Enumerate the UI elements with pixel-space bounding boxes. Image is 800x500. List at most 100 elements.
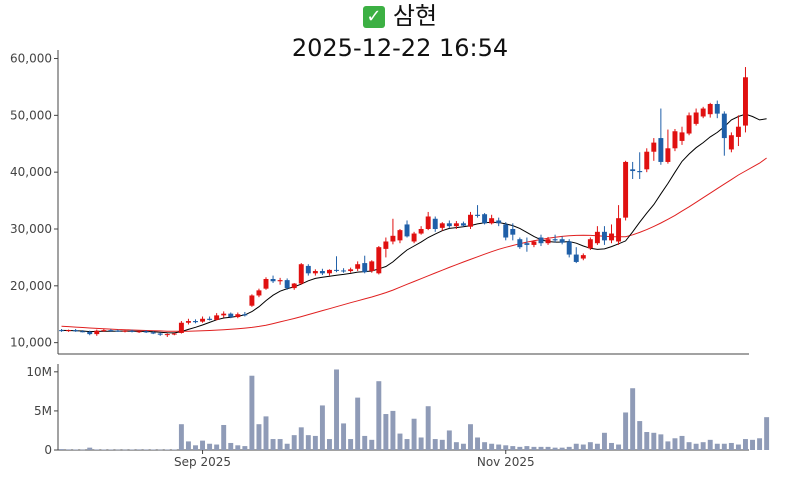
candle-body bbox=[686, 115, 692, 134]
volume-bar bbox=[341, 423, 347, 450]
chart-title: ✓ 삼현 2025-12-22 16:54 bbox=[0, 0, 800, 64]
volume-bar bbox=[714, 443, 720, 450]
x-axis: Sep 2025 Nov 2025 bbox=[174, 450, 535, 469]
candle-body bbox=[538, 237, 544, 244]
candle-body bbox=[524, 243, 530, 245]
candle-body bbox=[242, 314, 248, 316]
volume-bar bbox=[73, 449, 79, 451]
candle bbox=[714, 100, 720, 119]
volume-bar bbox=[446, 430, 452, 450]
candle bbox=[185, 318, 191, 325]
candle bbox=[665, 129, 671, 164]
volume-tick-label: 0 bbox=[44, 443, 52, 457]
candle-body bbox=[644, 151, 650, 170]
candle bbox=[178, 321, 184, 334]
candle-body bbox=[735, 126, 741, 137]
volume-bar bbox=[757, 438, 763, 450]
volume-bar bbox=[418, 437, 424, 450]
volume-bar bbox=[221, 424, 227, 450]
candle bbox=[171, 332, 177, 336]
volume-bar bbox=[552, 447, 558, 450]
volume-bar bbox=[644, 432, 650, 450]
volume-bar bbox=[743, 439, 748, 450]
volume-bar bbox=[432, 439, 438, 450]
candle bbox=[122, 330, 128, 333]
volume-bar bbox=[397, 433, 403, 450]
volume-bar bbox=[383, 414, 389, 450]
candle bbox=[305, 264, 311, 276]
candle bbox=[672, 128, 678, 152]
volume-bar bbox=[623, 412, 629, 450]
candle-body bbox=[623, 161, 629, 218]
candle bbox=[453, 221, 459, 229]
candle bbox=[601, 226, 607, 245]
volume-bar bbox=[319, 405, 325, 450]
volume-bar bbox=[348, 439, 354, 450]
volume-bar bbox=[735, 444, 741, 450]
candle-body bbox=[94, 330, 100, 335]
candle-body bbox=[228, 313, 234, 318]
candle-body bbox=[531, 241, 537, 245]
volume-bar bbox=[115, 449, 121, 451]
candle-body bbox=[714, 103, 720, 114]
volume-bar bbox=[587, 442, 593, 450]
price-tick-label: 30,000 bbox=[10, 222, 52, 236]
volume-bar bbox=[369, 439, 375, 450]
volume-bar bbox=[693, 443, 699, 450]
volume-bar bbox=[390, 410, 396, 450]
volume-bar bbox=[482, 442, 488, 450]
candle-body bbox=[390, 235, 396, 242]
candle-body bbox=[143, 331, 149, 333]
volume-bar bbox=[185, 441, 191, 450]
volume-bar bbox=[263, 416, 269, 450]
candle bbox=[425, 211, 431, 231]
candle-body bbox=[446, 223, 452, 227]
candle-body bbox=[552, 239, 558, 241]
candle-body bbox=[298, 264, 304, 284]
volume-bar bbox=[679, 435, 685, 450]
candle-body bbox=[468, 214, 473, 227]
x-tick-label: Nov 2025 bbox=[477, 455, 535, 469]
candle-body bbox=[510, 228, 516, 235]
volume-bar bbox=[129, 449, 135, 451]
candle-body bbox=[291, 283, 297, 289]
candle-body bbox=[108, 330, 114, 332]
candle bbox=[686, 112, 692, 136]
candle-body bbox=[743, 77, 748, 126]
candle-body bbox=[651, 142, 657, 152]
candle bbox=[489, 214, 495, 225]
volume-bar bbox=[298, 427, 304, 450]
candle bbox=[468, 211, 473, 229]
candle-body bbox=[679, 132, 685, 141]
candle-body bbox=[489, 218, 495, 224]
volume-panel: 0 5M 10M bbox=[26, 364, 770, 457]
candle bbox=[80, 330, 86, 333]
title-name-line: ✓ 삼현 bbox=[0, 0, 800, 32]
candle-body bbox=[178, 322, 184, 333]
candle bbox=[517, 237, 523, 249]
candle bbox=[207, 316, 213, 321]
candle bbox=[277, 277, 283, 285]
volume-bar bbox=[228, 442, 234, 450]
volume-bar bbox=[700, 442, 706, 450]
candle bbox=[707, 102, 713, 118]
price-tick-label: 60,000 bbox=[10, 52, 52, 66]
candle-body bbox=[341, 270, 347, 272]
candle bbox=[362, 255, 368, 274]
volume-bar bbox=[764, 417, 770, 450]
volume-bar bbox=[178, 424, 184, 450]
candle bbox=[136, 330, 142, 333]
candle bbox=[129, 329, 135, 333]
candle bbox=[383, 237, 389, 258]
candle bbox=[249, 294, 255, 307]
candle bbox=[228, 312, 234, 319]
candle bbox=[637, 152, 643, 179]
volume-bar bbox=[122, 449, 128, 451]
candle bbox=[566, 239, 572, 258]
volume-bar bbox=[503, 445, 509, 450]
candle bbox=[446, 220, 452, 228]
candle-body bbox=[616, 218, 622, 242]
candle-body bbox=[171, 333, 177, 335]
volume-bar bbox=[291, 435, 297, 450]
candle bbox=[679, 126, 685, 145]
